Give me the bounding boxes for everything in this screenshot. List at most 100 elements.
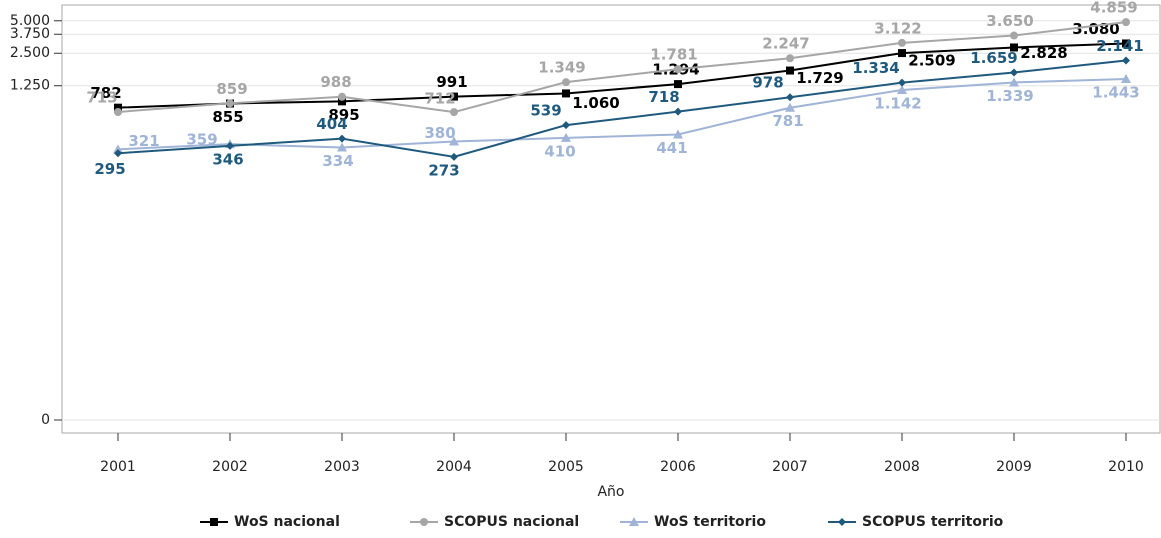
plot-frame (61, 4, 1161, 434)
value-label: 782 (90, 84, 121, 102)
value-label: 1.729 (796, 69, 843, 87)
value-label: 441 (656, 139, 687, 157)
x-tick-label: 2006 (660, 459, 696, 475)
value-label: 1.349 (538, 59, 585, 77)
value-label: 855 (212, 108, 243, 126)
marker (226, 99, 234, 108)
marker (674, 65, 682, 74)
marker (210, 518, 218, 526)
x-tick-label: 2007 (772, 459, 808, 475)
value-label: 2.247 (762, 35, 809, 53)
marker (898, 49, 906, 58)
y-tick-label: 5.000 (10, 13, 50, 29)
marker (338, 92, 346, 101)
legend-label: SCOPUS territorio (862, 514, 1004, 530)
value-label: 3.650 (986, 12, 1033, 30)
x-tick-label: 2003 (324, 459, 360, 475)
marker (673, 129, 683, 139)
value-label: 1.443 (1092, 83, 1139, 101)
marker (450, 108, 458, 117)
marker (786, 93, 794, 102)
marker (1010, 43, 1018, 52)
series-line (117, 21, 1127, 114)
x-tick-label: 2001 (100, 459, 136, 475)
marker (561, 132, 571, 142)
marker (226, 141, 234, 150)
marker (1009, 77, 1019, 87)
value-label: 380 (424, 124, 455, 142)
legend-label: SCOPUS nacional (444, 514, 579, 530)
marker (1121, 73, 1131, 83)
marker (562, 121, 570, 130)
series-line (117, 59, 1127, 158)
marker (420, 518, 428, 526)
value-label: 4.859 (1090, 0, 1137, 17)
value-label: 295 (94, 160, 125, 178)
series-line (117, 42, 1127, 109)
value-label: 359 (186, 131, 217, 149)
value-label: 859 (216, 80, 247, 98)
legend-label: WoS territorio (654, 514, 766, 530)
x-tick-label: 2010 (1108, 459, 1144, 475)
y-tick-label: 2.500 (10, 45, 50, 61)
marker (337, 142, 347, 152)
value-label: 895 (328, 106, 359, 124)
x-tick-label: 2009 (996, 459, 1032, 475)
marker (898, 78, 906, 87)
x-tick-label: 2008 (884, 459, 920, 475)
marker (113, 144, 123, 154)
marker (562, 89, 570, 98)
value-label: 988 (320, 73, 351, 91)
value-label: 2.141 (1096, 37, 1143, 55)
y-tick-label: 3.750 (10, 26, 50, 42)
marker (1010, 68, 1018, 77)
marker (674, 80, 682, 89)
value-label: 346 (212, 150, 243, 168)
marker (449, 136, 459, 146)
marker (1010, 31, 1018, 40)
y-tick-label: 1.250 (10, 78, 50, 94)
marker (897, 84, 907, 94)
marker (450, 152, 458, 161)
marker (338, 134, 346, 143)
marker (629, 517, 639, 526)
x-axis-title: Año (597, 484, 624, 500)
value-label: 321 (128, 132, 159, 150)
value-label: 1.060 (572, 94, 619, 112)
marker (114, 108, 122, 117)
value-label: 1.334 (852, 59, 899, 77)
marker (338, 97, 346, 106)
value-label: 991 (436, 73, 467, 91)
value-label: 410 (544, 142, 575, 160)
value-label: 713 (86, 89, 117, 107)
value-label: 718 (648, 88, 679, 106)
legend-label: WoS nacional (234, 514, 340, 530)
value-label: 1.781 (650, 46, 697, 64)
x-tick-label: 2005 (548, 459, 584, 475)
value-label: 3.080 (1072, 20, 1119, 38)
y-tick-label: 0 (41, 412, 50, 428)
value-label: 1.142 (874, 94, 921, 112)
marker (786, 54, 794, 63)
value-label: 3.122 (874, 19, 921, 37)
value-label: 2.828 (1020, 44, 1067, 62)
marker (1122, 56, 1130, 65)
value-label: 1.659 (970, 49, 1017, 67)
marker (562, 78, 570, 87)
marker (674, 107, 682, 116)
value-label: 712 (424, 90, 455, 108)
value-label: 978 (752, 74, 783, 92)
value-label: 2.509 (908, 52, 955, 70)
marker (450, 92, 458, 101)
value-label: 1.339 (986, 87, 1033, 105)
value-label: 539 (530, 102, 561, 120)
marker (785, 102, 795, 112)
marker (898, 38, 906, 47)
marker (1122, 39, 1130, 48)
x-tick-label: 2004 (436, 459, 472, 475)
marker (114, 149, 122, 158)
marker (838, 518, 846, 526)
value-label: 273 (428, 161, 459, 179)
value-label: 404 (316, 115, 347, 133)
